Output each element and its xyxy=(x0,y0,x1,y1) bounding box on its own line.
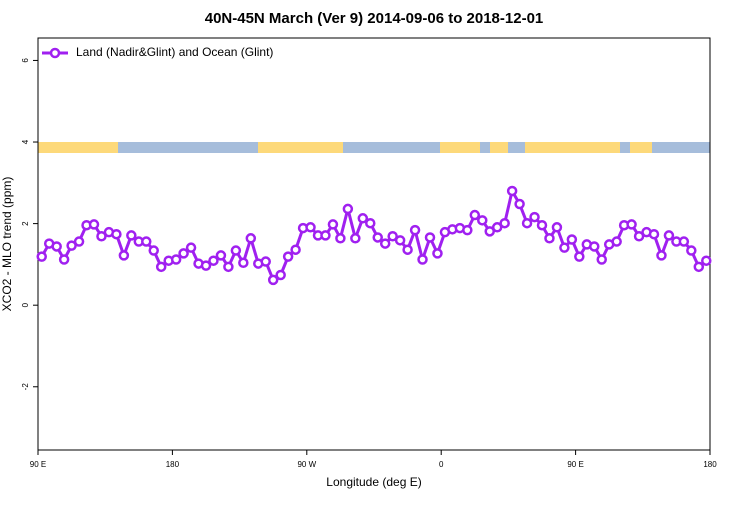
data-point xyxy=(320,230,331,241)
data-point xyxy=(536,219,548,231)
data-point xyxy=(230,245,242,256)
data-point xyxy=(402,244,413,255)
data-point xyxy=(215,250,227,261)
data-point xyxy=(267,274,279,286)
y-tick-label: 0 xyxy=(21,302,30,307)
y-tick-label: 6 xyxy=(21,58,30,63)
data-point xyxy=(96,230,107,242)
data-point xyxy=(66,240,77,251)
data-point xyxy=(596,254,607,265)
data-point xyxy=(477,215,488,226)
data-point xyxy=(559,242,570,253)
data-point xyxy=(409,224,421,236)
x-tick-label: 90 E xyxy=(30,460,46,469)
data-point xyxy=(282,251,294,262)
data-point xyxy=(589,241,600,252)
land-ocean-strip xyxy=(38,142,710,153)
data-point xyxy=(686,245,697,256)
data-point xyxy=(342,203,354,215)
data-point xyxy=(663,230,675,241)
data-point xyxy=(611,236,622,247)
data-point xyxy=(155,261,167,273)
data-point xyxy=(656,250,667,261)
x-axis-label: Longitude (deg E) xyxy=(326,475,421,489)
data-point xyxy=(529,211,540,223)
land-strip xyxy=(525,142,620,153)
data-point xyxy=(111,228,122,240)
data-point xyxy=(566,234,578,245)
data-point xyxy=(141,236,152,247)
data-point xyxy=(469,209,481,221)
data-point xyxy=(574,251,585,262)
data-point xyxy=(394,235,406,246)
x-tick-label: 90 E xyxy=(567,460,583,469)
data-point xyxy=(678,236,690,247)
plot-frame xyxy=(37,37,711,451)
data-point xyxy=(51,241,62,252)
data-point xyxy=(417,254,428,265)
data-point xyxy=(506,185,518,197)
data-point xyxy=(701,255,712,266)
land-strip xyxy=(490,142,508,153)
data-point xyxy=(88,219,100,230)
data-point xyxy=(521,217,533,229)
data-point xyxy=(170,254,182,265)
x-tick-label: 180 xyxy=(166,460,180,469)
land-strip xyxy=(630,142,652,153)
data-point xyxy=(335,233,346,244)
legend-label: Land (Nadir&Glint) and Ocean (Glint) xyxy=(76,45,273,59)
data-point xyxy=(693,261,705,273)
data-point xyxy=(514,198,525,210)
data-point xyxy=(357,213,369,224)
data-point xyxy=(648,228,660,240)
data-point xyxy=(499,217,510,229)
data-point xyxy=(379,238,391,249)
chart-title: 40N-45N March (Ver 9) 2014-09-06 to 2018… xyxy=(205,10,544,27)
x-tick-label: 180 xyxy=(703,460,717,469)
y-axis-label: XCO2 - MLO trend (ppm) xyxy=(0,177,14,312)
y-tick-label: 2 xyxy=(21,221,30,226)
data-point xyxy=(126,230,137,241)
data-point xyxy=(484,226,495,237)
data-point xyxy=(372,232,383,243)
legend-marker xyxy=(49,47,61,59)
x-tick-label: 0 xyxy=(439,460,444,469)
ocean-strip xyxy=(38,142,710,153)
data-point xyxy=(275,269,286,281)
data-point xyxy=(365,217,376,229)
data-point xyxy=(491,222,503,233)
data-point xyxy=(462,224,473,236)
data-point xyxy=(185,242,197,253)
data-point xyxy=(424,232,436,243)
land-strip xyxy=(440,142,480,153)
x-tick-label: 90 W xyxy=(297,460,316,469)
data-point xyxy=(118,250,130,261)
data-point xyxy=(327,219,339,230)
data-point xyxy=(58,254,70,265)
data-point xyxy=(200,260,212,271)
data-point xyxy=(73,236,85,247)
data-point xyxy=(350,233,361,244)
data-point xyxy=(148,245,159,256)
land-strip xyxy=(258,142,343,153)
data-point xyxy=(633,230,645,242)
data-point xyxy=(290,244,301,255)
data-point xyxy=(238,257,249,269)
data-point xyxy=(387,230,398,242)
data-point xyxy=(223,261,234,273)
data-point xyxy=(305,222,316,233)
data-point xyxy=(178,248,189,259)
y-tick-label: 4 xyxy=(21,139,30,144)
data-point xyxy=(208,255,219,266)
land-strip xyxy=(38,142,118,153)
data-point xyxy=(626,219,637,230)
y-tick-label: -2 xyxy=(21,383,30,391)
data-point xyxy=(245,233,257,244)
data-point xyxy=(544,233,555,244)
data-point xyxy=(36,251,47,262)
data-point xyxy=(551,222,563,233)
data-point xyxy=(432,248,443,259)
data-point xyxy=(260,256,271,267)
